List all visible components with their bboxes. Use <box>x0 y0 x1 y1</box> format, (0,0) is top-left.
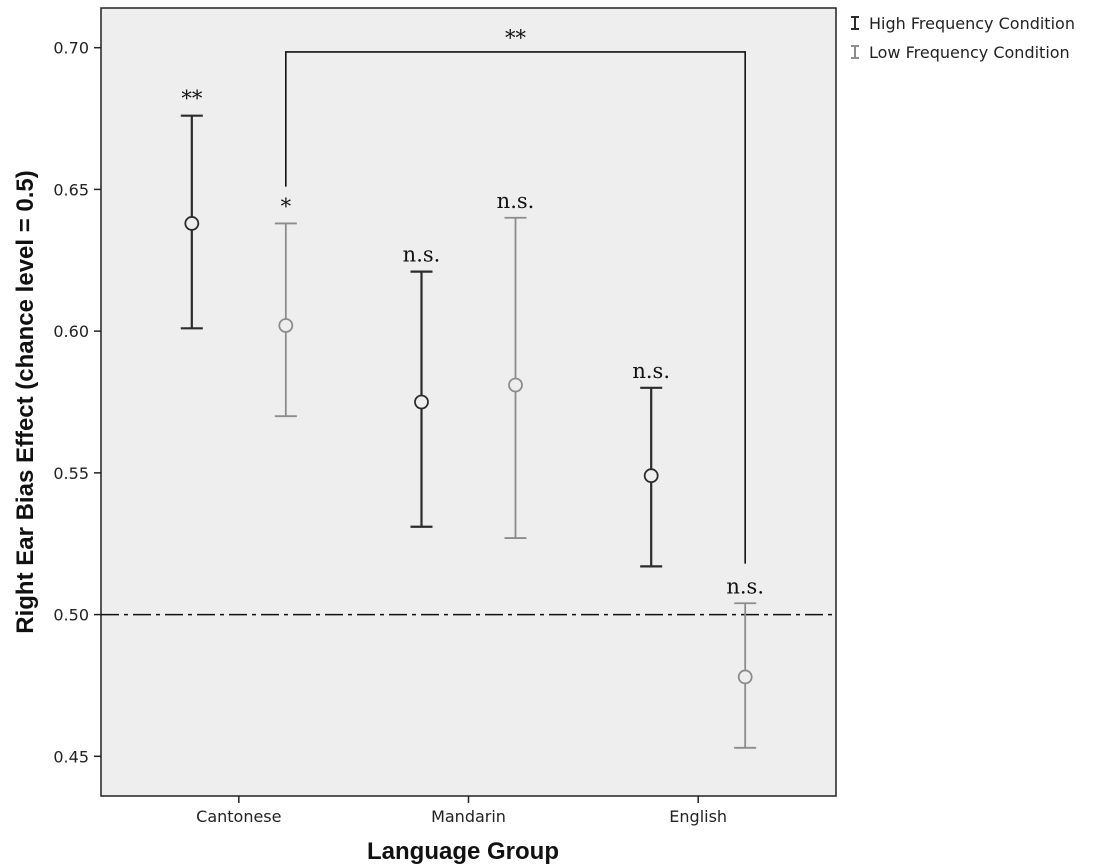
comparison-significance-label: ** <box>505 26 527 50</box>
mean-point <box>643 468 659 484</box>
significance-label: n.s. <box>632 359 670 383</box>
legend-marker-low-frequency <box>851 45 859 59</box>
significance-label: * <box>281 194 292 218</box>
plot-area <box>100 7 837 797</box>
mean-point <box>414 394 429 410</box>
y-tick-label: 0.60 <box>53 322 89 341</box>
legend-marker-high-frequency <box>851 16 859 30</box>
legend: High Frequency Condition Low Frequency C… <box>851 14 1075 62</box>
series-low-frequency: * n.s. n.s. <box>274 189 764 749</box>
significance-label: n.s. <box>403 243 441 267</box>
y-tick-label: 0.65 <box>53 180 89 199</box>
mean-point <box>278 318 294 333</box>
y-tick-label: 0.70 <box>53 39 89 58</box>
mean-point <box>508 377 523 393</box>
legend-item-low-frequency: Low Frequency Condition <box>851 43 1070 62</box>
x-tick-label: English <box>669 807 727 826</box>
legend-label-high-frequency: High Frequency Condition <box>869 14 1075 33</box>
x-axis-title: Language Group <box>367 838 559 865</box>
x-axis: Cantonese Mandarin English <box>196 796 727 826</box>
series-layer: ** n.s. n.s. * n.s. n.s. <box>180 87 764 749</box>
mean-point <box>737 669 753 685</box>
y-tick-label: 0.55 <box>53 464 89 483</box>
comparison-bracket-line <box>285 51 746 564</box>
y-axis-title: Right Ear Bias Effect (chance level = 0.… <box>12 170 39 634</box>
legend-label-low-frequency: Low Frequency Condition <box>869 43 1070 62</box>
y-tick-label: 0.45 <box>53 747 89 766</box>
mean-point <box>184 216 200 231</box>
series-high-frequency: ** n.s. n.s. <box>180 87 670 568</box>
y-axis: 0.45 0.50 0.55 0.60 0.65 0.70 <box>53 39 101 766</box>
legend-item-high-frequency: High Frequency Condition <box>851 14 1075 33</box>
significance-label: n.s. <box>497 189 535 213</box>
x-tick-label: Mandarin <box>431 807 506 826</box>
y-tick-label: 0.50 <box>53 606 89 625</box>
significance-label: n.s. <box>726 574 764 598</box>
x-tick-label: Cantonese <box>196 807 281 826</box>
comparison-bracket: ** <box>285 26 746 564</box>
significance-label: ** <box>181 87 203 111</box>
